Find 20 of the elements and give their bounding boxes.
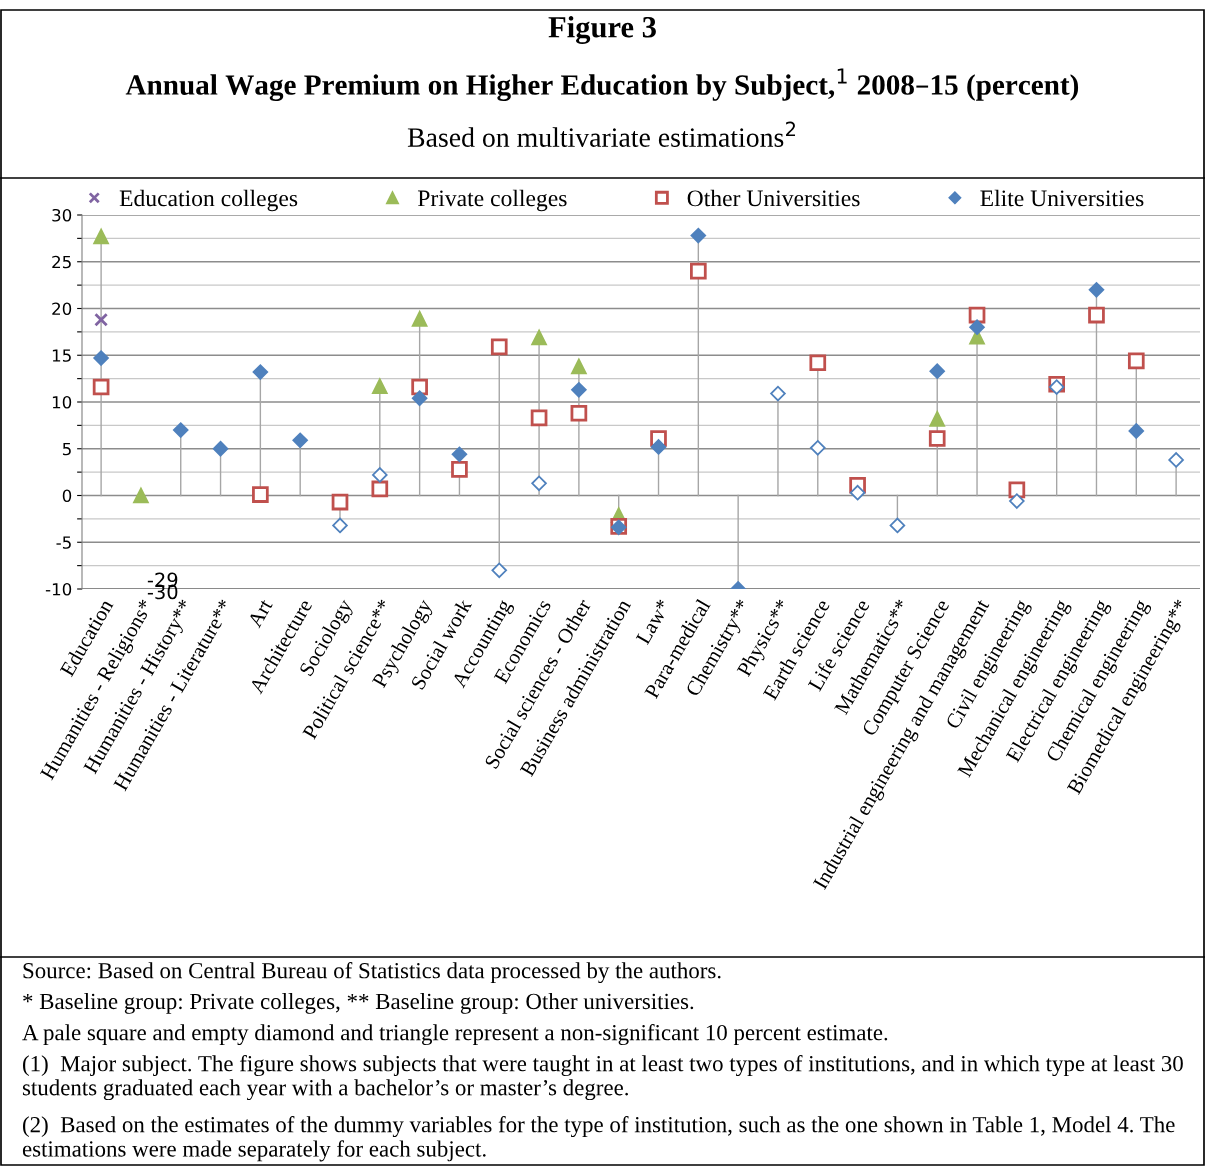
y-tick-label: 25 xyxy=(52,255,71,269)
legend-label: Elite Universities xyxy=(980,189,1144,207)
source-note: Source: Based on Central Bureau of Statistics data processed by the authors. xyxy=(23,962,721,984)
legend-label: Other Universities xyxy=(687,189,860,207)
y-tick-label: -5 xyxy=(56,536,71,549)
y-tick-label: 20 xyxy=(52,302,72,316)
y-tick-label: 15 xyxy=(52,349,71,362)
chart-title: Figure 3 xyxy=(548,16,656,44)
y-tick-label: 5 xyxy=(62,442,71,456)
y-tick-label: -10 xyxy=(45,582,72,596)
y-tick-label: 0 xyxy=(62,489,72,503)
legend-label: Education colleges xyxy=(119,189,298,212)
legend-label: Private colleges xyxy=(417,189,567,212)
text: (1) Major subject. The figure shows subjects that were taught in at least two types of institutions, and in which type at least 30 students graduated each year with a bachelor’s or master’s degree. xyxy=(22,1055,1183,1101)
text: (2) Based on the estimates of the dummy variables for the type of institution, such as the one shown in Table 1, Model 4. The estimations were made separately for each subject. xyxy=(22,1116,1175,1162)
y-tick-label: 30 xyxy=(52,208,72,222)
text: * Baseline group: Private colleges, ** Baseline group: Other universities. xyxy=(23,993,694,1014)
text: Annual Wage Premium on Higher Education by Subject,$^{1}$ 2008–15 (percent) Based on multivariate estimations$^{2}$ xyxy=(125,68,1079,147)
text: A pale square and empty diamond and triangle represent a non-significant 10 percent estimate. xyxy=(22,1024,888,1046)
y-tick-label: 10 xyxy=(52,395,72,409)
